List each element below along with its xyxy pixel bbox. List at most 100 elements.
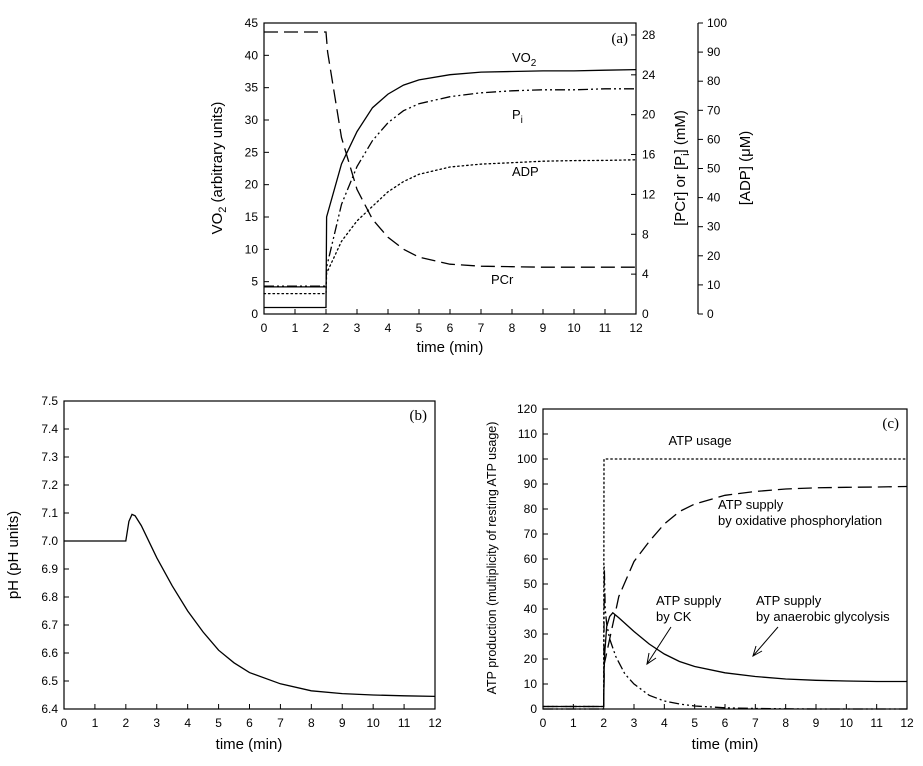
y-axis-ticks-b: 6.4 6.5 6.6 6.7 6.8 6.9 7.0 7.1 7.2 7.3 7.4 7.5 — [41, 394, 69, 716]
y-tick-label: 7.3 — [41, 450, 58, 464]
y-tick-label: 7.5 — [41, 394, 58, 408]
x-tick-label: 11 — [599, 321, 612, 335]
x-tick-label: 4 — [661, 716, 668, 730]
y-tick-label: 10 — [707, 278, 721, 292]
x-tick-label: 5 — [416, 321, 423, 335]
label-adp: ADP — [512, 164, 539, 179]
x-tick-label: 6 — [447, 321, 454, 335]
right-axis-2-ticks-a: 0 10 20 30 40 50 60 70 80 90 100 — [698, 16, 727, 321]
x-tick-label: 0 — [61, 716, 68, 730]
arrow-ck — [646, 626, 672, 666]
series-oxphos-line — [543, 485, 908, 708]
y-axis-label-a: VO2 (arbitrary units) — [209, 102, 229, 235]
x-tick-label: 10 — [567, 321, 581, 335]
x-axis-ticks-c: 0 1 2 3 4 5 6 7 8 9 10 11 12 — [540, 704, 914, 730]
y-tick-label: 100 — [517, 452, 537, 466]
y-tick-label: 50 — [524, 577, 538, 591]
y-tick-label: 90 — [524, 477, 538, 491]
series-group-c — [542, 458, 908, 710]
label-vo2: VO2 — [512, 50, 537, 69]
x-tick-label: 0 — [540, 716, 547, 730]
right-axis-2-label-a: [ADP] (μM) — [737, 131, 754, 205]
series-ck-line — [543, 566, 907, 710]
y-tick-label: 90 — [707, 45, 721, 59]
y-tick-label: 50 — [707, 162, 721, 176]
y-tick-label: 6.7 — [41, 618, 58, 632]
y-tick-label: 28 — [642, 28, 656, 42]
annot-glyc-2: by anaerobic glycolysis — [756, 609, 890, 624]
x-tick-label: 2 — [122, 716, 129, 730]
y-tick-label: 40 — [524, 602, 538, 616]
x-tick-label: 3 — [354, 321, 361, 335]
series-vo2-line — [264, 68, 637, 309]
x-tick-label: 5 — [691, 716, 698, 730]
y-tick-label: 40 — [707, 191, 721, 205]
series-ph-line — [64, 513, 436, 698]
y-tick-label: 10 — [524, 677, 538, 691]
y-tick-label: 80 — [524, 502, 538, 516]
x-axis-label-c: time (min) — [692, 736, 759, 753]
y-tick-label: 6.9 — [41, 562, 58, 576]
y-tick-label: 6.4 — [41, 702, 58, 716]
y-tick-label: 7.4 — [41, 422, 58, 436]
y-tick-label: 25 — [245, 145, 259, 159]
x-tick-label: 10 — [366, 716, 380, 730]
x-tick-label: 8 — [509, 321, 516, 335]
panel-label-c: (c) — [882, 416, 899, 432]
y-tick-label: 35 — [245, 81, 259, 95]
x-tick-label: 2 — [323, 321, 330, 335]
x-axis-ticks-a: 0 1 2 3 4 5 6 7 8 9 10 11 12 — [261, 309, 643, 335]
panel-a: (a) 0 1 2 3 4 5 6 7 8 9 10 11 12 051015202530354045 … — [209, 16, 754, 356]
y-tick-label: 0 — [707, 307, 714, 321]
y-tick-label: 5 — [251, 275, 258, 289]
y-tick-label: 100 — [707, 16, 727, 30]
y-tick-label: 24 — [642, 68, 656, 82]
y-tick-label: 20 — [245, 178, 259, 192]
x-tick-label: 10 — [840, 716, 854, 730]
y-tick-label: 7.2 — [41, 478, 58, 492]
plot-frame-c — [542, 408, 908, 710]
x-tick-label: 1 — [92, 716, 99, 730]
x-tick-label: 1 — [292, 321, 299, 335]
y-tick-label: 12 — [642, 187, 656, 201]
y-tick-label: 20 — [707, 249, 721, 263]
annot-oxphos-2: by oxidative phosphorylation — [718, 513, 882, 528]
y-tick-label: 80 — [707, 74, 721, 88]
x-tick-label: 12 — [428, 716, 442, 730]
x-tick-label: 7 — [478, 321, 485, 335]
panel-label-a: (a) — [611, 31, 628, 47]
y-axis-ticks-a: 0 5 10 15 20 25 30 35 40 45 — [245, 16, 269, 321]
y-tick-label: 70 — [707, 103, 721, 117]
annot-oxphos-1: ATP supply — [718, 497, 784, 512]
y-tick-label: 0 — [251, 307, 258, 321]
x-tick-label: 9 — [813, 716, 820, 730]
x-tick-label: 1 — [570, 716, 577, 730]
y-tick-label: 0 — [530, 702, 537, 716]
x-tick-label: 12 — [900, 716, 914, 730]
label-pi: Pi — [512, 107, 523, 126]
series-pcr-line — [264, 31, 636, 268]
y-tick-label: 110 — [518, 427, 537, 441]
y-tick-label: 20 — [524, 652, 538, 666]
x-tick-label: 3 — [631, 716, 638, 730]
series-pi-line — [264, 88, 636, 287]
y-axis-label-b: pH (pH units) — [5, 511, 22, 599]
y-tick-label: 120 — [517, 402, 537, 416]
x-tick-label: 8 — [308, 716, 315, 730]
y-tick-label: 8 — [642, 227, 649, 241]
x-tick-label: 11 — [398, 716, 411, 730]
right-axis-1-ticks-a: 0 4 8 12 16 20 24 28 — [631, 28, 656, 321]
panel-label-b: (b) — [410, 408, 428, 424]
y-tick-label: 7.1 — [41, 506, 58, 520]
x-tick-label: 3 — [153, 716, 160, 730]
panel-c: (c) 0 1 2 3 4 5 6 7 8 9 10 11 12 0102030405060708090… — [485, 402, 914, 753]
y-tick-label: 60 — [707, 132, 721, 146]
plot-frame-a — [263, 22, 637, 315]
x-tick-label: 7 — [752, 716, 759, 730]
x-tick-label: 9 — [540, 321, 547, 335]
y-tick-label: 7.0 — [41, 534, 58, 548]
x-tick-label: 0 — [261, 321, 268, 335]
y-tick-label: 6.5 — [41, 674, 58, 688]
x-tick-label: 11 — [870, 716, 883, 730]
